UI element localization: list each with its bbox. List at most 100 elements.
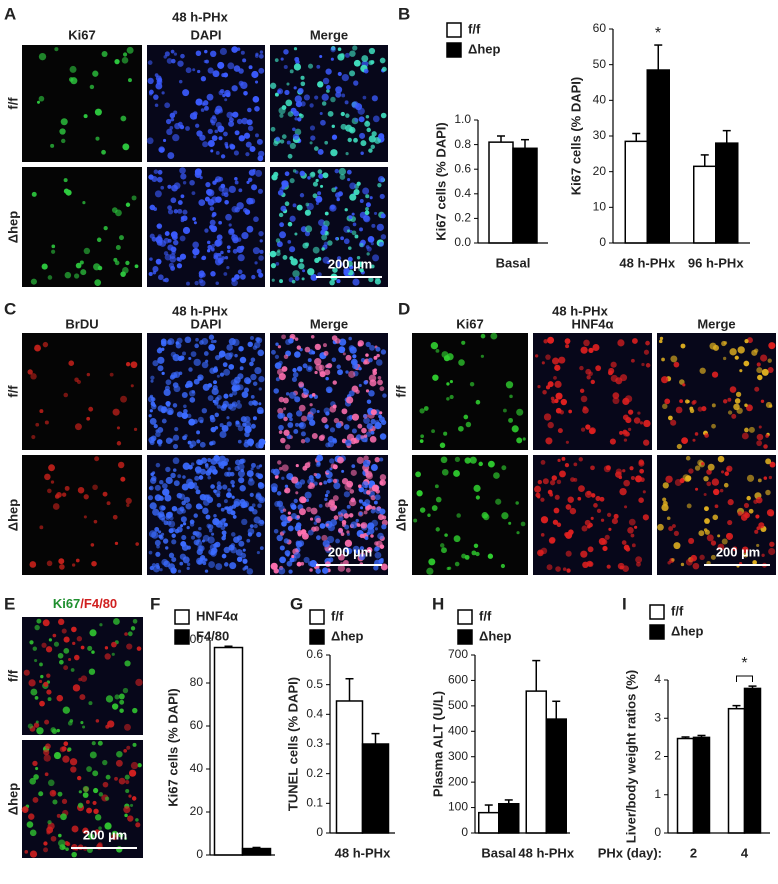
cell — [480, 354, 484, 358]
cell — [185, 67, 192, 74]
cell — [432, 374, 439, 381]
cell — [362, 459, 371, 468]
cell — [345, 370, 349, 374]
cell — [164, 231, 170, 237]
cell — [283, 538, 290, 544]
cell — [210, 484, 215, 489]
cell — [176, 507, 184, 515]
cell — [27, 723, 34, 729]
cell — [234, 180, 239, 185]
cell — [124, 723, 131, 731]
cell — [281, 105, 287, 110]
cell — [63, 178, 68, 183]
legend-swatch — [174, 609, 190, 625]
cell — [115, 209, 122, 217]
cell — [164, 494, 172, 502]
cell — [369, 196, 373, 200]
cell — [206, 523, 211, 529]
cell — [195, 123, 200, 128]
cell — [275, 238, 281, 243]
cell — [553, 375, 557, 380]
cell — [233, 65, 241, 72]
cell — [163, 560, 171, 568]
cell — [227, 249, 231, 253]
cell — [38, 52, 47, 61]
cell — [305, 498, 310, 503]
cell — [205, 465, 209, 469]
cell — [94, 279, 102, 286]
cell — [331, 187, 337, 193]
cell — [243, 416, 251, 423]
cell — [72, 641, 76, 645]
cell — [363, 455, 369, 461]
cell — [449, 380, 453, 384]
cell — [157, 365, 164, 372]
cell — [309, 419, 316, 426]
cell — [608, 527, 612, 531]
cell — [671, 558, 675, 562]
cell — [257, 482, 265, 490]
cell — [247, 341, 253, 348]
cell — [247, 532, 253, 537]
cell — [351, 385, 359, 393]
cell — [192, 248, 200, 256]
cell — [256, 138, 263, 145]
cell — [319, 371, 326, 378]
cell — [640, 477, 645, 482]
cell — [154, 526, 160, 532]
cell — [125, 260, 130, 266]
cell — [258, 402, 262, 406]
cell — [91, 560, 97, 567]
cell — [194, 475, 200, 481]
cell — [602, 545, 608, 552]
cell — [493, 472, 500, 479]
cell — [356, 523, 361, 527]
cell — [216, 502, 222, 508]
cell — [701, 406, 707, 412]
cell — [607, 370, 613, 376]
cell — [620, 374, 628, 382]
cell — [638, 460, 645, 467]
cell — [291, 376, 298, 382]
cell — [281, 334, 286, 340]
cell — [726, 533, 731, 538]
cell — [337, 53, 345, 61]
cell — [241, 232, 249, 240]
cell — [94, 108, 102, 116]
cell — [245, 427, 251, 434]
cell — [195, 489, 201, 495]
cell — [370, 144, 375, 150]
cell — [130, 803, 134, 807]
cell — [636, 561, 641, 567]
cell — [191, 535, 196, 540]
cell — [205, 359, 209, 363]
cell — [475, 399, 481, 405]
cell — [712, 514, 719, 521]
cell — [351, 464, 356, 469]
cell — [208, 334, 215, 340]
cell — [580, 550, 588, 558]
cell — [627, 527, 634, 534]
cell — [223, 393, 229, 399]
cell — [297, 532, 302, 537]
cell — [565, 344, 570, 349]
cell — [246, 180, 250, 184]
y-tick-label: 0 — [316, 825, 323, 839]
cell — [277, 88, 284, 95]
bar — [743, 687, 762, 834]
cell — [373, 368, 377, 372]
cell — [165, 437, 173, 444]
cell — [146, 137, 154, 145]
cell — [207, 140, 215, 148]
cell — [281, 464, 289, 472]
panel-title: 48 h-PHx — [172, 303, 228, 318]
cell — [435, 496, 442, 503]
x-tick-label: 2 — [690, 845, 697, 860]
cell — [182, 209, 188, 215]
cell — [167, 409, 173, 415]
cell — [246, 470, 254, 478]
cell — [744, 403, 748, 407]
cell — [278, 567, 286, 575]
cell — [238, 188, 243, 193]
cell — [329, 405, 337, 413]
